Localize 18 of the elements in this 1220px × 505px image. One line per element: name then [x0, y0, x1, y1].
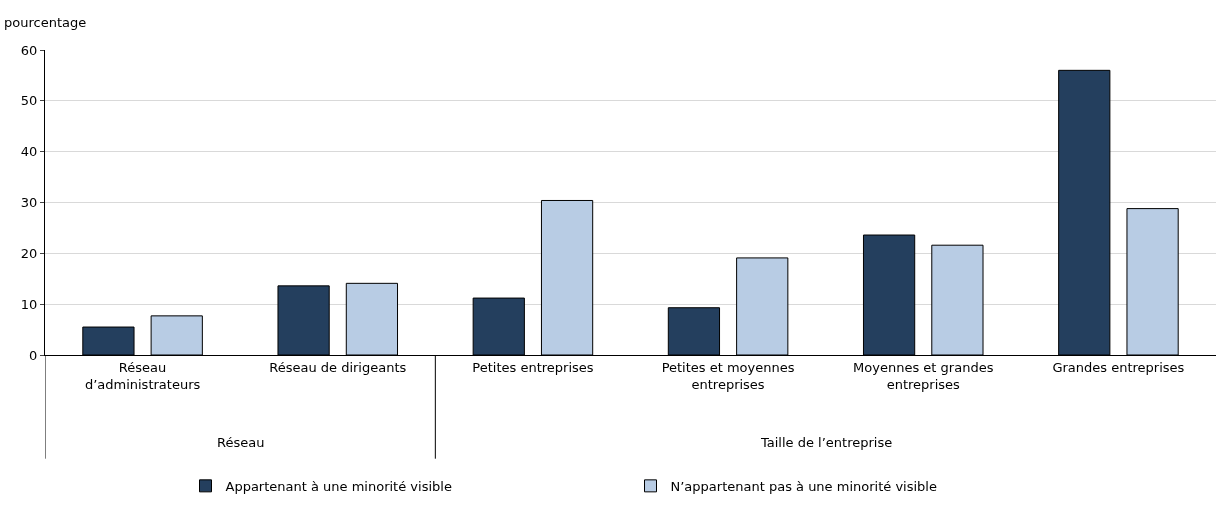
x-tick-label: Réseau d’administrateurs	[84, 359, 201, 392]
x-tick-label: Réseau de dirigeants	[269, 359, 407, 375]
x-tick-label: Petites et moyennes entreprises	[661, 359, 795, 392]
y-axis-title: pourcentage	[4, 15, 87, 30]
text: Réseau	[217, 435, 265, 450]
y-tick-label: 40	[20, 144, 38, 160]
y-tick-label: 0	[29, 347, 38, 363]
legend-label: N’appartenant pas à une minorité visible	[670, 478, 937, 494]
y-tick-label: 10	[20, 296, 38, 312]
x-tick-label: Petites entreprises	[472, 359, 594, 375]
y-tick-label: 20	[20, 245, 38, 261]
y-tick-label: 30	[20, 195, 38, 211]
y-tick-label: 60	[20, 42, 38, 58]
x-tick-label: Grandes entreprises	[1052, 359, 1185, 375]
legend-label: Appartenant à une minorité visible	[225, 478, 452, 494]
x-tick-label: Moyennes et grandes entreprises	[853, 359, 994, 392]
text: Taille de l’entreprise	[760, 435, 893, 450]
y-tick-label: 50	[20, 93, 38, 109]
